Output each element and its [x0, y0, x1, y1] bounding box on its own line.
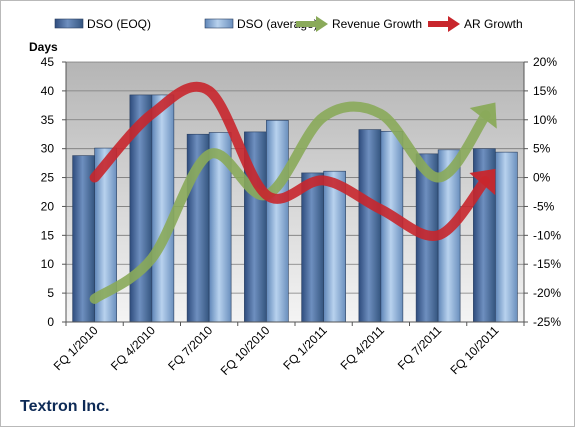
y2-tick-label: -25%: [533, 315, 561, 329]
y-tick-label: 0: [47, 315, 54, 329]
y-tick-label: 5: [47, 286, 54, 300]
y-tick-label: 25: [41, 171, 55, 185]
x-tick-label: FQ 4/2011: [338, 323, 388, 373]
y-tick-label: 15: [41, 228, 55, 242]
y-axis-title: Days: [29, 40, 58, 54]
legend-swatch-arrow: [448, 16, 460, 32]
series-arrowhead: [469, 168, 496, 196]
legend-label: DSO (average): [237, 17, 318, 31]
series-arrowhead: [469, 102, 497, 129]
bar: [266, 120, 289, 323]
bar: [323, 170, 346, 323]
x-tick-label: FQ 1/2010: [51, 323, 101, 373]
bar: [495, 151, 518, 323]
legend-swatch: [54, 18, 84, 29]
y2-tick-label: 20%: [533, 55, 557, 69]
y-tick-label: 30: [41, 142, 55, 156]
y2-tick-label: 10%: [533, 113, 557, 127]
series-line: [89, 81, 490, 241]
bar: [358, 129, 382, 323]
x-tick-label: FQ 10/2011: [447, 323, 501, 377]
legend-label: Revenue Growth: [332, 17, 422, 31]
y-tick-label: 45: [41, 55, 55, 69]
y-tick-label: 40: [41, 84, 55, 98]
x-tick-label: FQ 7/2011: [395, 323, 445, 373]
legend-label: DSO (EOQ): [87, 17, 151, 31]
legend-swatch: [204, 18, 234, 29]
y2-tick-label: -20%: [533, 286, 561, 300]
x-tick-label: FQ 1/2011: [280, 323, 330, 373]
x-tick-label: FQ 7/2010: [165, 323, 215, 373]
y-tick-label: 10: [41, 257, 55, 271]
legend-swatch-arrow: [316, 16, 328, 32]
series-line: [89, 101, 491, 304]
legend: DSO (EOQ) DSO (average) Revenue Growth AR G…: [54, 16, 523, 32]
y-tick-label: 20: [41, 199, 55, 213]
bar: [301, 172, 324, 323]
y2-tick-label: -10%: [533, 228, 561, 242]
y2-tick-label: -15%: [533, 257, 561, 271]
legend-label: AR Growth: [464, 17, 523, 31]
y2-tick-label: 5%: [533, 142, 551, 156]
company-name: Textron Inc.: [20, 398, 110, 415]
y-tick-label: 35: [41, 113, 55, 127]
y2-tick-label: -5%: [533, 199, 555, 213]
y2-tick-label: 15%: [533, 84, 557, 98]
x-tick-label: FQ 4/2010: [108, 323, 158, 373]
y2-tick-label: 0%: [533, 171, 551, 185]
bar: [151, 94, 175, 323]
x-tick-label: FQ 10/2010: [218, 323, 273, 378]
